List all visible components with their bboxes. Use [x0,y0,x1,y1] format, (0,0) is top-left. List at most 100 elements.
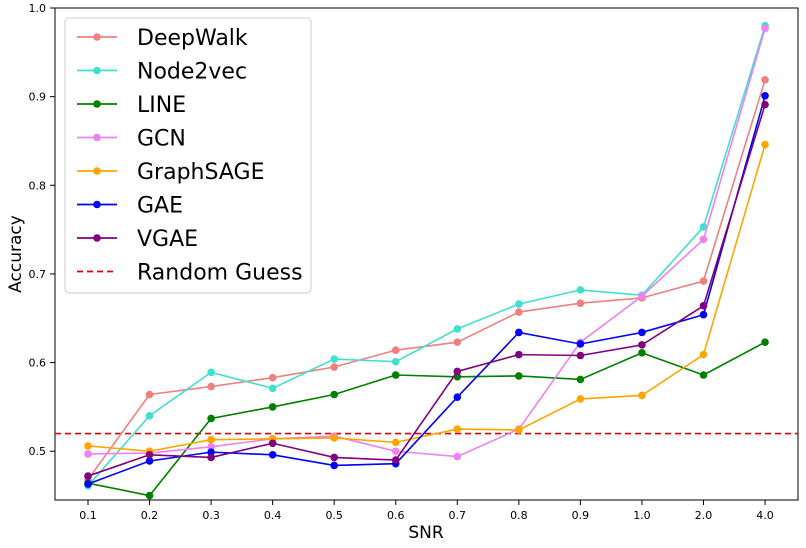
data-point-line [638,349,646,357]
data-point-vgae [576,351,585,360]
data-point-gcn [207,443,215,451]
legend-marker-line [93,100,101,108]
data-point-gae [761,91,769,100]
data-point-graphsage [330,434,339,442]
y-tick-label: 0.5 [29,445,47,458]
data-point-node2vec [268,384,277,393]
data-point-node2vec [391,357,400,366]
x-axis-label: SNR [408,523,444,543]
data-point-gcn [761,24,769,33]
data-point-deepwalk [576,299,585,308]
data-point-gcn [638,292,646,300]
data-point-graphsage [576,395,585,403]
x-tick-label: 0.1 [79,509,97,522]
series-line-gae [87,95,766,485]
legend-label-graphsage: GraphSAGE [137,160,264,185]
data-point-vgae [761,100,769,109]
data-point-line [207,414,215,423]
data-point-line [145,491,154,500]
data-point-deepwalk [207,382,215,391]
y-axis-ticks: 0.5 0.6 0.7 0.8 0.9 1.0 [29,2,55,458]
legend-label-node2vec: Node2vec [137,60,247,85]
data-point-gae [268,450,277,459]
y-tick-label: 1.0 [29,2,47,15]
legend-label-line: LINE [137,93,186,118]
series-line-vgae [87,104,766,477]
series-line-graphsage [87,144,766,453]
data-point-gcn [391,447,400,456]
data-point-node2vec [207,368,215,377]
data-point-line [761,338,769,347]
data-point-graphsage [699,350,708,359]
legend-label-deepwalk: DeepWalk [137,26,248,51]
data-point-gae [84,480,92,488]
legend-frame [64,17,312,294]
data-point-line [576,375,585,384]
data-point-graphsage [453,425,462,433]
legend-label-vgae: VGAE [137,227,198,252]
data-point-graphsage [391,438,400,447]
data-point-node2vec [515,300,523,308]
data-point-line [330,390,339,399]
data-point-node2vec [330,355,339,363]
legend-marker-gae [93,200,101,209]
x-tick-label: 0.2 [141,509,159,522]
x-tick-label: 0.7 [449,509,467,522]
data-point-vgae [84,472,92,480]
data-point-vgae [145,450,154,459]
data-point-vgae [330,453,339,462]
x-tick-label: 0.4 [264,509,282,522]
data-point-gae [145,457,154,465]
legend-marker-deepwalk [93,33,101,41]
data-point-graphsage [761,140,769,149]
legend-marker-graphsage [93,167,101,175]
data-point-vgae [453,367,462,376]
data-point-deepwalk [761,76,769,84]
data-point-line [268,403,277,411]
legend-marker-node2vec [93,66,101,75]
data-point-deepwalk [145,390,154,399]
data-point-gae [453,393,462,401]
data-point-node2vec [145,411,154,420]
data-point-deepwalk [453,338,462,347]
data-point-vgae [268,439,277,448]
data-point-vgae [207,453,215,462]
data-point-gae [576,340,585,348]
x-tick-label: 0.5 [325,509,343,522]
series-layer [84,21,769,500]
data-point-graphsage [638,391,646,400]
legend-label-random-guess: Random Guess [137,261,303,286]
data-point-node2vec [453,325,462,333]
legend-marker-gcn [93,133,101,142]
legend-label-gae: GAE [137,194,183,219]
legend: DeepWalk Node2vec LINE GCN GraphSAGE GAE VGAE R… [64,17,312,294]
data-point-gae [638,328,646,337]
data-point-gcn [84,450,92,458]
series-line-line [87,341,766,497]
series-line-node2vec [87,25,766,487]
data-point-deepwalk [391,346,400,354]
data-point-gcn [699,235,708,244]
series-line-gcn [87,28,766,458]
legend-label-gcn: GCN [137,127,186,152]
data-point-vgae [699,302,708,310]
x-tick-label: 0.3 [202,509,220,522]
x-tick-label: 0.9 [572,509,590,522]
data-point-deepwalk [268,373,277,382]
data-point-gcn [453,452,462,461]
x-tick-label: 0.8 [510,509,528,522]
data-point-deepwalk [515,308,523,316]
data-point-node2vec [576,286,585,294]
data-point-gae [515,328,523,337]
data-point-graphsage [84,442,92,450]
x-tick-label: 0.6 [387,509,405,522]
data-point-gae [699,310,708,319]
data-point-graphsage [207,435,215,444]
y-tick-label: 0.6 [29,357,47,370]
data-point-deepwalk [699,277,708,285]
data-point-deepwalk [330,363,339,371]
x-tick-label: 2.0 [695,509,713,522]
data-point-vgae [638,341,646,349]
y-axis-label: Accuracy [6,215,26,293]
